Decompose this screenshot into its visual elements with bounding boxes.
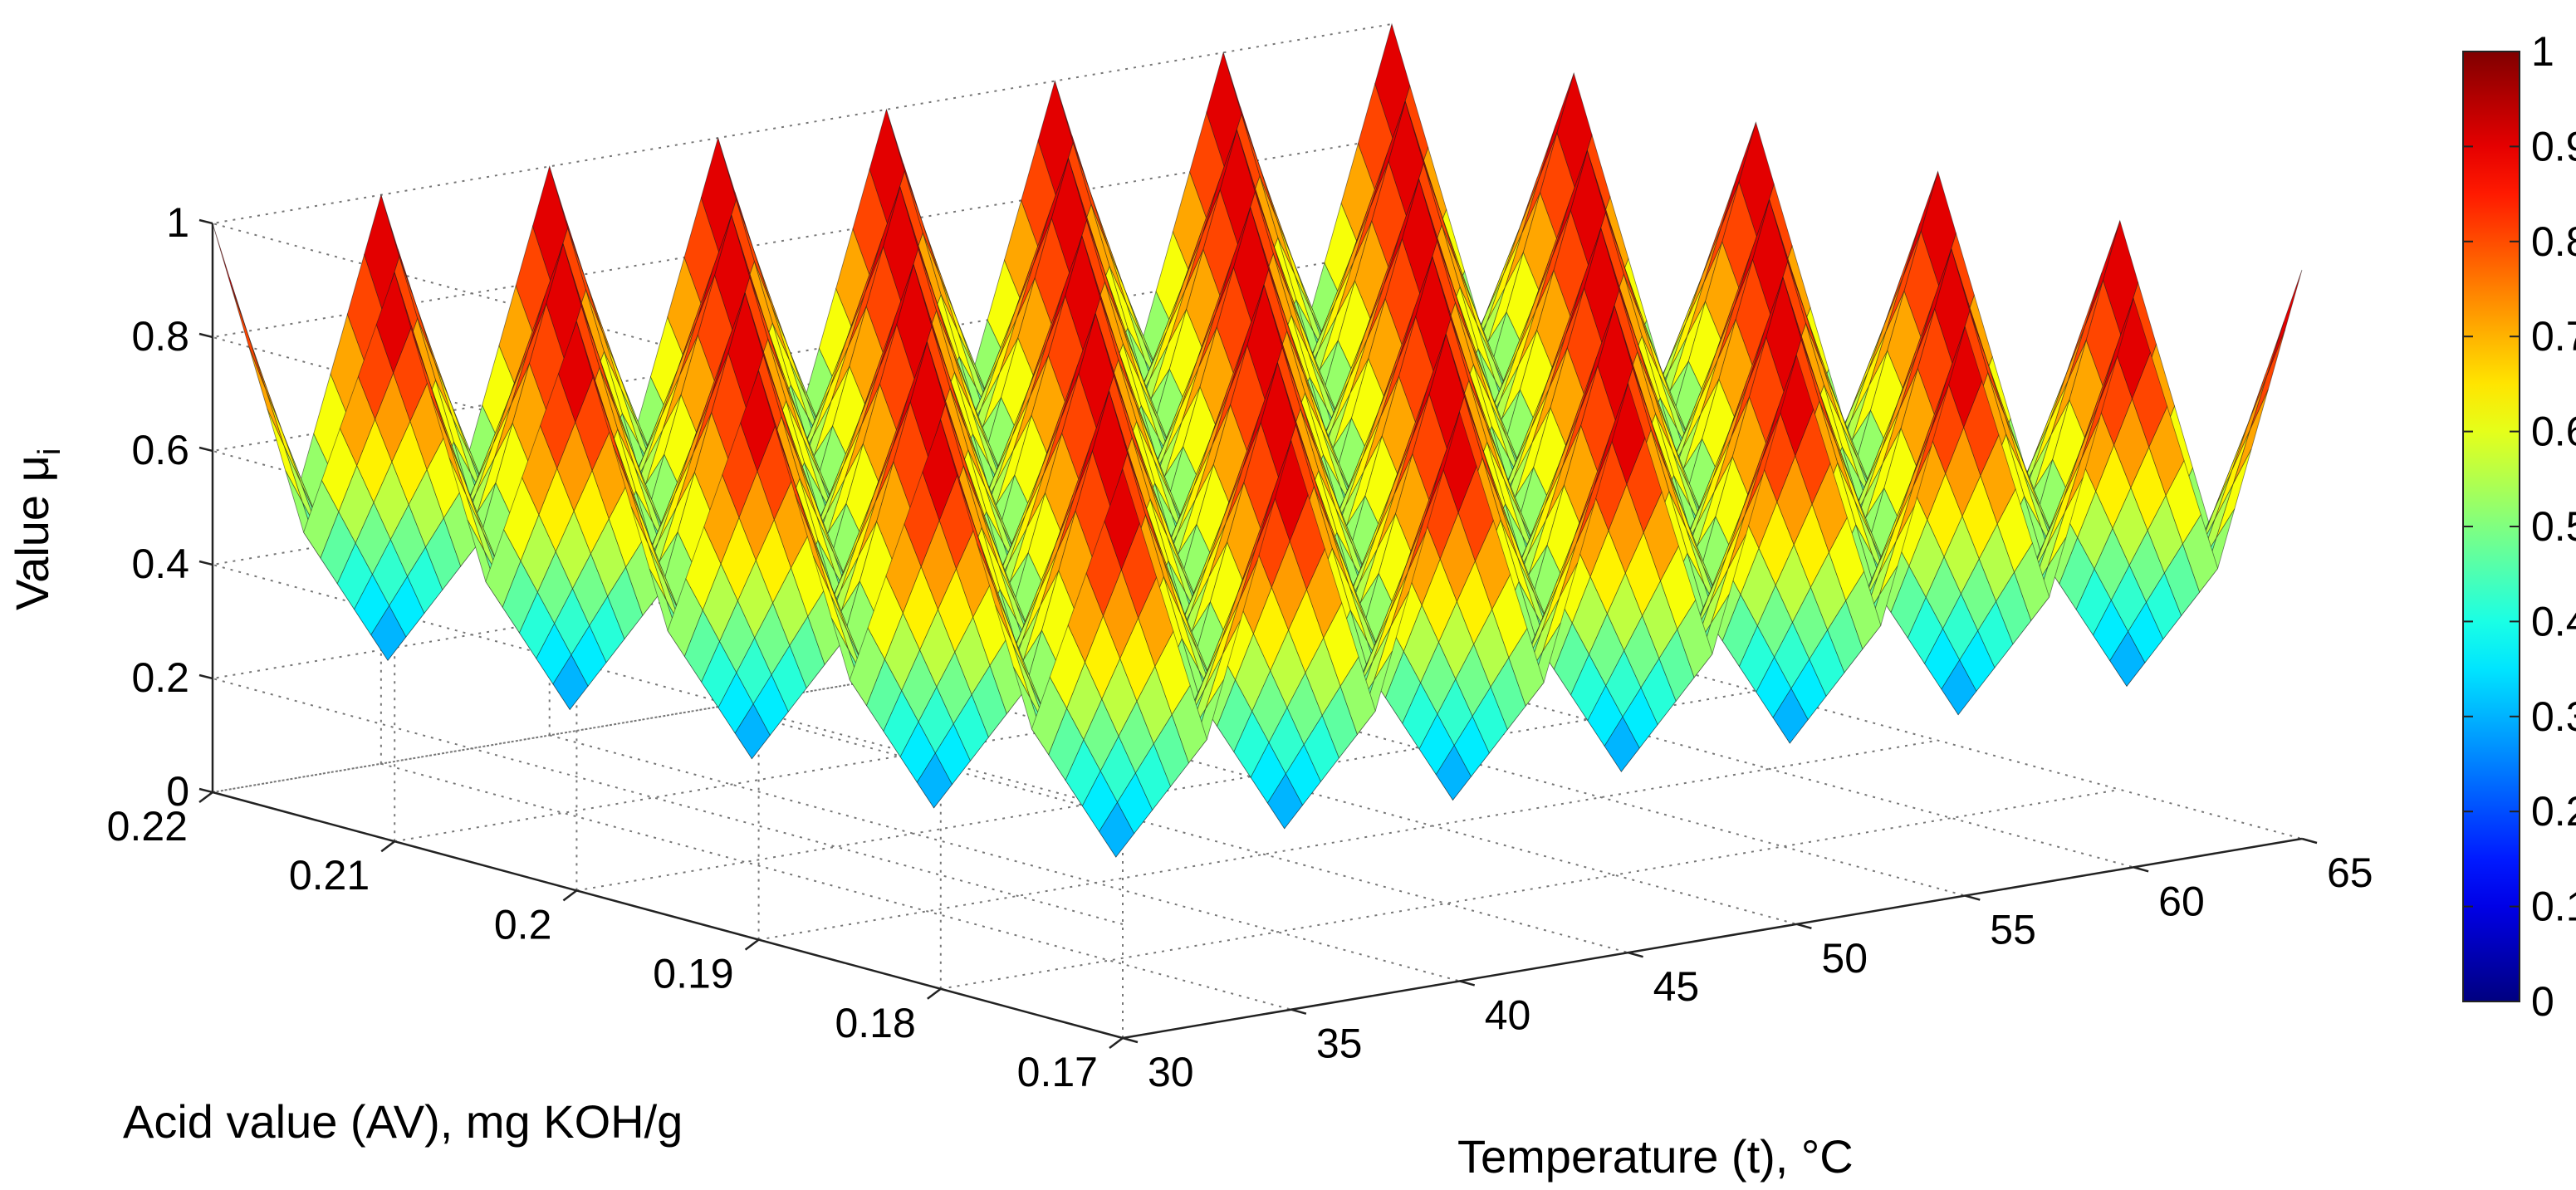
- y-tick-mark: [927, 987, 942, 1000]
- z-tick-label: 0: [166, 768, 189, 815]
- axes-lines: [211, 223, 2303, 1040]
- x-tick-label: 50: [1821, 935, 1868, 982]
- z-tick-label: 0.2: [131, 654, 189, 701]
- z-tick-mark: [198, 218, 213, 225]
- x-tick-label: 60: [2158, 878, 2205, 924]
- surface-face: [2248, 321, 2285, 423]
- y-axis-label: Acid value (AV), mg KOH/g: [123, 1095, 683, 1148]
- surface-face: [2250, 329, 2286, 430]
- z-tick-label: 1: [166, 199, 189, 246]
- x-axis-line: [1122, 837, 2303, 1040]
- y-tick-mark: [380, 840, 395, 853]
- y-tick-mark: [562, 889, 578, 902]
- surface-face: [2232, 389, 2269, 484]
- colorbar-tick-label: 0.6: [2531, 409, 2576, 455]
- surface-face: [1104, 468, 1140, 571]
- x-tick-mark: [1122, 1036, 1139, 1044]
- z-tick-label: 0.6: [131, 427, 189, 473]
- y-axis-line: [212, 791, 1124, 1040]
- colorbar: 0 0.1 0.2 0.3 0.4 0.5 0.6 0.7 0.8 0.9 1: [2462, 28, 2576, 1025]
- grid-line-y-floor: [758, 739, 1938, 941]
- y-tick-label: 0.2: [494, 901, 552, 948]
- colorbar-tick-label: 0.8: [2531, 218, 2576, 265]
- surface-mesh: [212, 22, 2303, 858]
- x-axis-label: Temperature (t), °C: [1457, 1130, 1854, 1183]
- x-tick-label: 35: [1316, 1021, 1363, 1067]
- y-tick-mark: [198, 791, 213, 803]
- z-tick-label: 0.8: [131, 313, 189, 360]
- y-tick-label: 0.18: [835, 1000, 915, 1046]
- x-tick-label: 45: [1653, 963, 1700, 1010]
- x-tick-mark: [1290, 1008, 1307, 1015]
- z-tick-mark: [198, 673, 213, 680]
- x-tick-mark: [1459, 980, 1476, 987]
- x-tick-mark: [1628, 951, 1643, 958]
- colorbar-tick-label: 0.9: [2531, 123, 2576, 169]
- y-tick-label: 0.19: [653, 951, 733, 997]
- colorbar-tick-label: 0.5: [2531, 503, 2576, 550]
- x-tick-label: 55: [1990, 907, 2036, 953]
- colorbar-tick-label: 1: [2531, 28, 2554, 75]
- colorbar-tick-label: 0.3: [2531, 693, 2576, 740]
- z-axis-label-subscript: i: [32, 448, 67, 455]
- colorbar-tick-label: 0.2: [2531, 788, 2576, 835]
- y-tick-mark: [744, 938, 760, 951]
- x-tick-mark: [1796, 923, 1812, 930]
- x-tick-mark: [2301, 837, 2318, 845]
- y-tick-label: 0.22: [107, 803, 188, 850]
- x-tick-mark: [1964, 894, 1981, 901]
- colorbar-tick-label: 0: [2531, 978, 2554, 1025]
- z-tick-mark: [198, 446, 213, 453]
- x-tick-label: 40: [1485, 992, 1531, 1038]
- tick-labels: 30354045505560650.220.210.20.190.180.170…: [107, 199, 2373, 1095]
- z-tick-label: 0.4: [131, 541, 189, 587]
- colorbar-tick-label: 0.4: [2531, 598, 2576, 644]
- y-tick-mark: [1109, 1037, 1124, 1049]
- y-tick-label: 0.17: [1017, 1049, 1098, 1095]
- grid-line-y-floor: [940, 788, 2120, 990]
- surface-face: [2266, 269, 2303, 376]
- x-tick-mark: [2133, 866, 2149, 873]
- z-tick-mark: [198, 560, 213, 566]
- x-tick-label: 30: [1148, 1049, 1194, 1095]
- z-tick-mark: [198, 787, 213, 794]
- colorbar-tick-label: 0.1: [2531, 884, 2576, 930]
- z-axis-label: Value μi: [6, 448, 67, 610]
- z-tick-mark: [198, 332, 213, 339]
- y-tick-label: 0.21: [289, 852, 370, 899]
- x-tick-label: 65: [2327, 850, 2373, 896]
- colorbar-tick-label: 0.7: [2531, 313, 2576, 360]
